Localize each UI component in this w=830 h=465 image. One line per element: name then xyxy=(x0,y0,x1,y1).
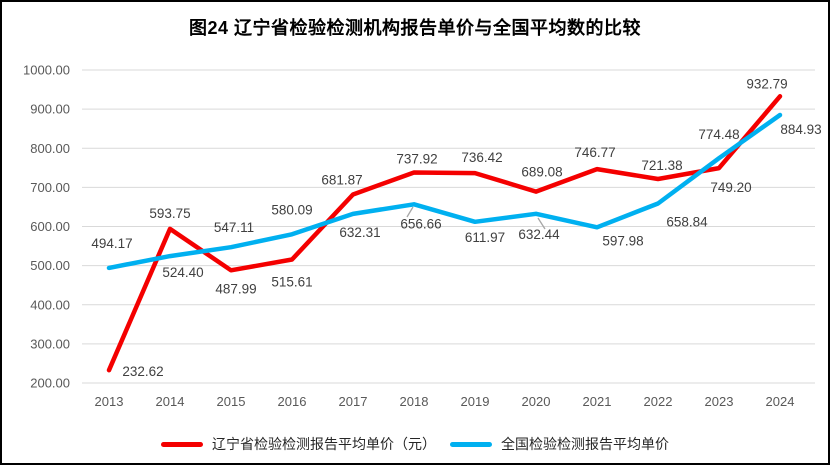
data-label-national: 580.09 xyxy=(271,202,312,217)
data-label-national: 494.17 xyxy=(91,236,132,251)
y-axis-tick-label: 400.00 xyxy=(30,297,70,312)
x-axis-tick-label: 2019 xyxy=(461,394,490,409)
series-line-national xyxy=(106,112,783,271)
x-axis-tick-label: 2021 xyxy=(583,394,612,409)
data-label-national: 611.97 xyxy=(465,230,505,245)
y-axis-tick-label: 200.00 xyxy=(30,376,70,391)
x-axis-tick-label: 2020 xyxy=(522,394,551,409)
label-leader-line xyxy=(537,217,546,230)
legend-label-national: 全国检验检测报告平均单价 xyxy=(501,436,669,452)
legend-item-national: 全国检验检测报告平均单价 xyxy=(450,434,669,454)
x-axis-tick-label: 2024 xyxy=(766,394,795,409)
y-axis-tick-label: 300.00 xyxy=(30,336,70,351)
data-label-national: 632.44 xyxy=(518,227,560,242)
legend-item-liaoning: 辽宁省检验检测报告平均单价（元） xyxy=(161,434,436,454)
y-axis-tick-label: 800.00 xyxy=(30,141,70,156)
data-label-national: 524.40 xyxy=(162,265,203,280)
data-label-national: 547.11 xyxy=(214,220,254,235)
data-label-national: 658.84 xyxy=(666,214,708,229)
data-label-liaoning: 736.42 xyxy=(461,150,502,165)
x-axis-tick-label: 2013 xyxy=(95,394,124,409)
red-line-swatch xyxy=(161,441,203,447)
data-label-national: 884.93 xyxy=(780,122,821,137)
x-axis-tick-label: 2014 xyxy=(156,394,185,409)
y-axis-tick-label: 500.00 xyxy=(30,258,70,273)
blue-line-swatch xyxy=(450,441,492,447)
data-label-national: 656.66 xyxy=(400,216,441,231)
data-label-liaoning: 749.20 xyxy=(710,180,751,195)
x-axis-tick-label: 2018 xyxy=(400,394,429,409)
data-label-liaoning: 746.77 xyxy=(574,145,615,160)
data-label-liaoning: 737.92 xyxy=(396,152,437,167)
data-label-liaoning: 721.38 xyxy=(641,158,682,173)
data-label-national: 597.98 xyxy=(602,233,643,248)
chart-title: 图24 辽宁省检验检测机构报告单价与全国平均数的比较 xyxy=(188,18,642,38)
y-axis-tick-label: 600.00 xyxy=(30,219,70,234)
data-label-liaoning: 593.75 xyxy=(149,206,190,221)
x-axis-tick-label: 2016 xyxy=(278,394,307,409)
label-leader-line xyxy=(406,206,414,218)
data-label-liaoning: 689.08 xyxy=(521,165,562,180)
y-axis-tick-label: 700.00 xyxy=(30,180,70,195)
x-axis-tick-label: 2023 xyxy=(705,394,734,409)
y-axis-tick-label: 900.00 xyxy=(30,102,70,117)
y-axis-tick-label: 1000.00 xyxy=(23,63,70,78)
data-label-national: 632.31 xyxy=(339,225,380,240)
data-label-liaoning: 487.99 xyxy=(215,281,256,296)
x-axis-tick-label: 2017 xyxy=(339,394,368,409)
data-label-liaoning: 515.61 xyxy=(271,275,312,290)
data-label-liaoning: 232.62 xyxy=(122,364,163,379)
x-axis-tick-label: 2015 xyxy=(217,394,246,409)
data-label-liaoning: 932.79 xyxy=(746,76,787,91)
data-label-national: 774.48 xyxy=(698,127,739,142)
series-line-liaoning xyxy=(106,94,783,373)
x-axis-tick-label: 2022 xyxy=(644,394,673,409)
legend-label-liaoning: 辽宁省检验检测报告平均单价（元） xyxy=(212,436,436,452)
chart-legend: 辽宁省检验检测报告平均单价（元） 全国检验检测报告平均单价 xyxy=(2,431,828,457)
data-label-liaoning: 681.87 xyxy=(321,172,362,187)
